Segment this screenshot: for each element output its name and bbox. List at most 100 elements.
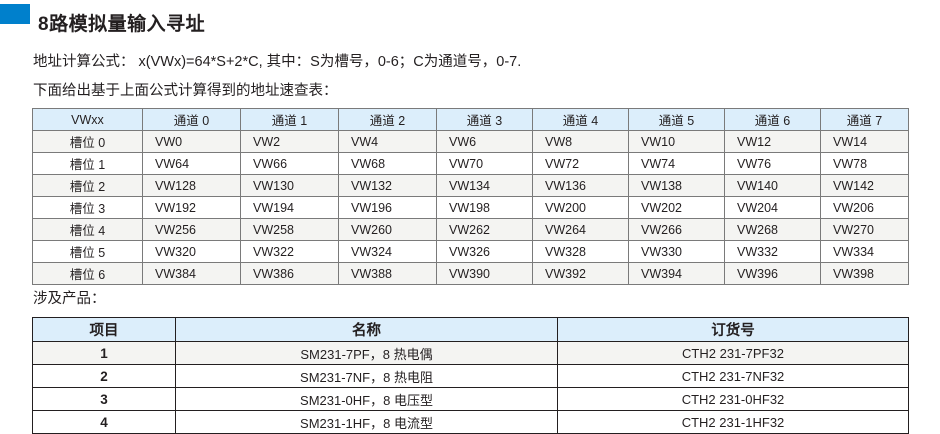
table-row: 槽位 2 VW128 VW130 VW132 VW134 VW136 VW138… [32, 174, 909, 197]
product-header-row: 项目 名称 订货号 [32, 317, 909, 342]
product-name: SM231-7NF，8 热电阻 [175, 364, 558, 388]
address-cell: VW136 [532, 174, 629, 197]
address-cell: VW326 [436, 240, 533, 263]
address-cell: VW386 [240, 262, 339, 285]
address-cell: VW204 [724, 196, 821, 219]
slot-label: 槽位 1 [32, 152, 143, 175]
address-cell: VW258 [240, 218, 339, 241]
item-number: 4 [32, 410, 176, 434]
address-cell: VW134 [436, 174, 533, 197]
table-row: 4 SM231-1HF，8 电流型 CTH2 231-1HF32 [32, 410, 909, 434]
address-cell: VW10 [628, 130, 725, 153]
slot-label: 槽位 4 [32, 218, 143, 241]
address-cell: VW78 [820, 152, 909, 175]
address-cell: VW264 [532, 218, 629, 241]
address-cell: VW140 [724, 174, 821, 197]
address-cell: VW72 [532, 152, 629, 175]
address-cell: VW330 [628, 240, 725, 263]
slot-label: 槽位 0 [32, 130, 143, 153]
address-cell: VW8 [532, 130, 629, 153]
table-row: 槽位 5 VW320 VW322 VW324 VW326 VW328 VW330… [32, 240, 909, 263]
address-cell: VW266 [628, 218, 725, 241]
table-header-row: VWxx 通道 0 通道 1 通道 2 通道 3 通道 4 通道 5 通道 6 … [32, 108, 909, 131]
address-cell: VW66 [240, 152, 339, 175]
address-cell: VW14 [820, 130, 909, 153]
table-row: 槽位 0 VW0 VW2 VW4 VW6 VW8 VW10 VW12 VW14 [32, 130, 909, 153]
address-cell: VW142 [820, 174, 909, 197]
formula-text: 地址计算公式： x(VWx)=64*S+2*C, 其中：S为槽号，0-6；C为通… [33, 54, 522, 70]
column-header-name: 名称 [175, 317, 558, 342]
address-cell: VW398 [820, 262, 909, 285]
address-cell: VW68 [338, 152, 437, 175]
order-number: CTH2 231-0HF32 [557, 387, 909, 411]
address-cell: VW388 [338, 262, 437, 285]
product-name: SM231-1HF，8 电流型 [175, 410, 558, 434]
address-cell: VW332 [724, 240, 821, 263]
address-cell: VW322 [240, 240, 339, 263]
slot-label: 槽位 2 [32, 174, 143, 197]
address-cell: VW328 [532, 240, 629, 263]
address-cell: VW128 [142, 174, 241, 197]
column-header-channel-2: 通道 2 [338, 108, 437, 131]
address-cell: VW394 [628, 262, 725, 285]
slot-label: 槽位 5 [32, 240, 143, 263]
column-header-vwxx: VWxx [32, 108, 143, 131]
address-cell: VW390 [436, 262, 533, 285]
address-lookup-table: VWxx 通道 0 通道 1 通道 2 通道 3 通道 4 通道 5 通道 6 … [32, 108, 909, 285]
address-cell: VW268 [724, 218, 821, 241]
address-cell: VW194 [240, 196, 339, 219]
address-cell: VW132 [338, 174, 437, 197]
address-cell: VW260 [338, 218, 437, 241]
product-name: SM231-7PF，8 热电偶 [175, 341, 558, 365]
accent-block [0, 4, 30, 24]
column-header-channel-0: 通道 0 [142, 108, 241, 131]
order-number: CTH2 231-7NF32 [557, 364, 909, 388]
order-number: CTH2 231-1HF32 [557, 410, 909, 434]
column-header-item: 项目 [32, 317, 176, 342]
address-cell: VW138 [628, 174, 725, 197]
product-name: SM231-0HF，8 电压型 [175, 387, 558, 411]
table-row: 3 SM231-0HF，8 电压型 CTH2 231-0HF32 [32, 387, 909, 411]
address-cell: VW130 [240, 174, 339, 197]
address-cell: VW192 [142, 196, 241, 219]
table-row: 槽位 1 VW64 VW66 VW68 VW70 VW72 VW74 VW76 … [32, 152, 909, 175]
address-cell: VW262 [436, 218, 533, 241]
item-number: 3 [32, 387, 176, 411]
column-header-order-number: 订货号 [557, 317, 909, 342]
item-number: 1 [32, 341, 176, 365]
address-cell: VW4 [338, 130, 437, 153]
product-table: 项目 名称 订货号 1 SM231-7PF，8 热电偶 CTH2 231-7PF… [32, 317, 909, 434]
address-cell: VW70 [436, 152, 533, 175]
table-row: 2 SM231-7NF，8 热电阻 CTH2 231-7NF32 [32, 364, 909, 388]
column-header-channel-4: 通道 4 [532, 108, 629, 131]
address-cell: VW384 [142, 262, 241, 285]
address-cell: VW0 [142, 130, 241, 153]
address-cell: VW270 [820, 218, 909, 241]
address-cell: VW334 [820, 240, 909, 263]
address-cell: VW200 [532, 196, 629, 219]
address-cell: VW396 [724, 262, 821, 285]
column-header-channel-5: 通道 5 [628, 108, 725, 131]
products-label: 涉及产品： [33, 291, 106, 307]
table-row: 槽位 3 VW192 VW194 VW196 VW198 VW200 VW202… [32, 196, 909, 219]
address-cell: VW74 [628, 152, 725, 175]
table-row: 槽位 4 VW256 VW258 VW260 VW262 VW264 VW266… [32, 218, 909, 241]
address-cell: VW6 [436, 130, 533, 153]
column-header-channel-3: 通道 3 [436, 108, 533, 131]
table-row: 槽位 6 VW384 VW386 VW388 VW390 VW392 VW394… [32, 262, 909, 285]
address-cell: VW206 [820, 196, 909, 219]
column-header-channel-7: 通道 7 [820, 108, 909, 131]
address-cell: VW324 [338, 240, 437, 263]
column-header-channel-1: 通道 1 [240, 108, 339, 131]
page-title: 8路模拟量输入寻址 [38, 14, 206, 35]
address-cell: VW2 [240, 130, 339, 153]
item-number: 2 [32, 364, 176, 388]
slot-label: 槽位 3 [32, 196, 143, 219]
address-cell: VW256 [142, 218, 241, 241]
address-cell: VW12 [724, 130, 821, 153]
address-cell: VW198 [436, 196, 533, 219]
address-cell: VW64 [142, 152, 241, 175]
table-row: 1 SM231-7PF，8 热电偶 CTH2 231-7PF32 [32, 341, 909, 365]
address-cell: VW196 [338, 196, 437, 219]
column-header-channel-6: 通道 6 [724, 108, 821, 131]
